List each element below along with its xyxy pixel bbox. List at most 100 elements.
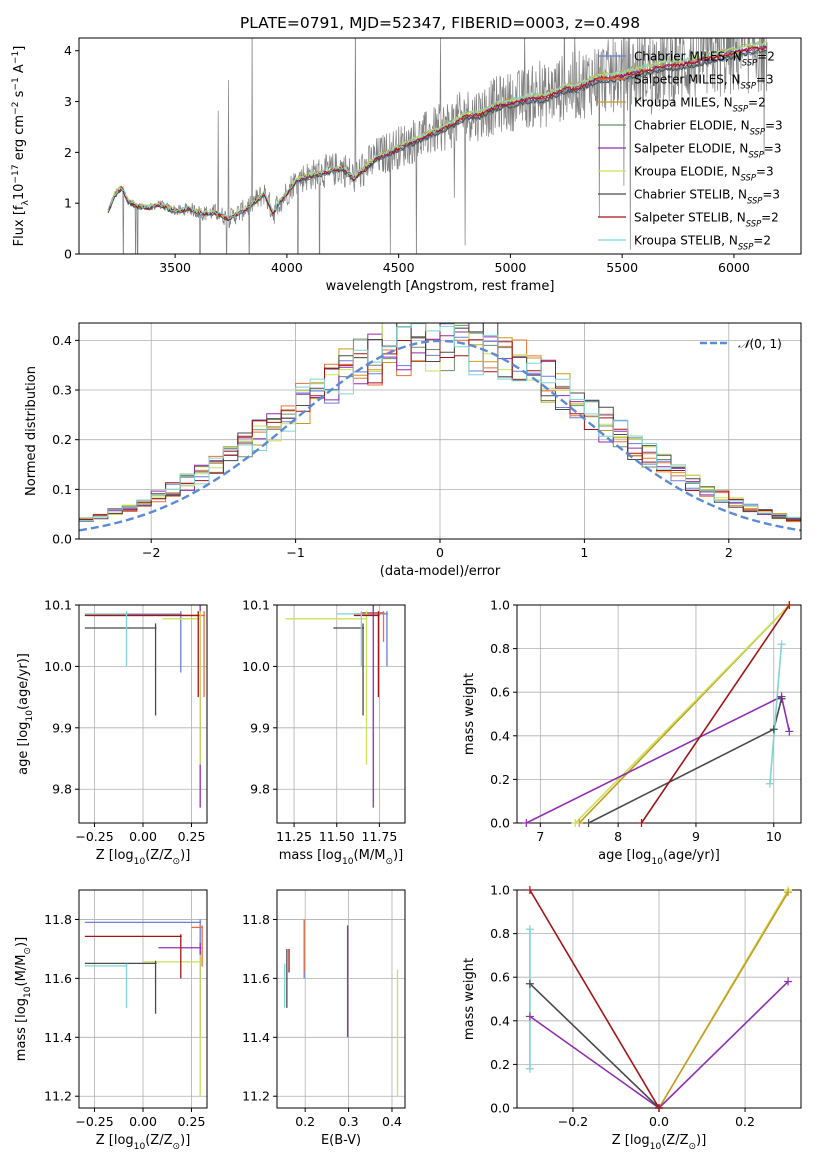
weight-line-2: [525, 695, 791, 823]
legend-entry: Salpeter STELIB, NSSP=2: [634, 211, 779, 229]
x-tick-label: −0.25: [75, 829, 113, 844]
axes-frame: [516, 604, 802, 824]
y-axis-label-part: erg cm: [12, 115, 27, 164]
x-tick-label: 0.4: [382, 1114, 402, 1129]
legend-ssp-sub: SSP: [748, 150, 764, 160]
legend-nssp: =2: [748, 96, 766, 110]
x-tick-label: 1: [580, 545, 588, 560]
y-tick-label: 0.1: [52, 482, 72, 497]
figure-title: PLATE=0791, MJD=52347, FIBERID=0003, z=0…: [240, 14, 640, 32]
x-tick-label: −0.2: [558, 1114, 588, 1129]
legend-nssp: =2: [761, 211, 779, 225]
y-tick-label: 2: [64, 145, 72, 160]
x-axis-label: age [log10(age/yr)]: [598, 848, 720, 867]
legend-ssp-sub: SSP: [746, 219, 762, 229]
legend-ssp-sub: SSP: [747, 196, 763, 206]
legend-model-name: Chabrier ELODIE, N: [634, 119, 750, 133]
legend-nssp: =3: [764, 142, 782, 156]
legend-entry: Kroupa ELODIE, NSSP=3: [634, 165, 774, 183]
y-tick-label: 4: [64, 43, 72, 58]
weight-line-2: [658, 981, 789, 1108]
legend-symbol: 𝒩: [738, 337, 753, 351]
y-axis-label-part: A: [12, 64, 27, 77]
y-axis-label: Flux [fλ10−17 erg cm−2 s−1 A−1]: [11, 46, 31, 247]
x-tick-label: −0.25: [75, 1114, 113, 1129]
legend-nssp: =2: [753, 234, 771, 248]
axes-frame: [276, 889, 406, 1109]
x-axis-label-part: 10: [651, 857, 663, 867]
y-axis-label-part: ]: [12, 46, 27, 51]
y-tick-label: 0.8: [490, 926, 510, 941]
weight-line-1: [574, 605, 790, 823]
legend-ssp-sub: SSP: [750, 127, 766, 137]
weight-marker-5: [777, 640, 786, 649]
y-tick-label: 10.1: [242, 598, 270, 613]
x-tick-label: 3500: [159, 260, 191, 275]
legend-label: (0, 1): [750, 337, 782, 351]
panel-age-vs-Z: −0.25 0.00 0.259.89.910.010.1Z [log10(Z/Z⊙…: [16, 598, 208, 867]
x-axis-label-part: ⊙: [173, 1142, 181, 1152]
x-axis-label-part: )]: [180, 1133, 190, 1148]
panel-massweight-vs-Z: −0.2 0.0 0.2 0.0 0.2 0.4 0.6 0.8 1.0 Z [log10(Z/Z…: [462, 883, 802, 1152]
y-tick-label: 1: [64, 196, 72, 211]
plot-area-massweight-vs-Z: [529, 890, 789, 1108]
y-tick-label: 0.2: [52, 432, 72, 447]
y-tick-label: 9.8: [52, 782, 72, 797]
x-axis-label-part: ⊙: [173, 857, 181, 867]
y-tick-label: 0.8: [490, 641, 510, 656]
y-tick-label: 10.1: [44, 598, 72, 613]
x-axis-label-part: )]: [696, 1133, 706, 1148]
legend-model-name: Kroupa ELODIE, N: [634, 165, 741, 179]
y-tick-label: 1.0: [490, 883, 510, 898]
weight-line-3: [588, 698, 783, 823]
weight-marker-2: [784, 977, 793, 986]
x-tick-label: 11.50: [319, 829, 355, 844]
y-axis-label-part: (age/yr)]: [16, 653, 31, 710]
x-axis-label-part: ⊙: [689, 1142, 697, 1152]
x-tick-label: 0: [436, 545, 444, 560]
x-axis-label-part: Z [log: [96, 848, 134, 863]
y-tick-label: 0.6: [490, 685, 510, 700]
weight-marker-4: [785, 601, 794, 609]
y-tick-label: 0.0: [52, 532, 72, 547]
gaussian-curve: [79, 339, 801, 532]
x-axis-label-part: (Z/Z: [145, 1133, 172, 1148]
x-axis-label-part: (M/M: [354, 848, 386, 863]
y-axis-label-part: −2: [11, 102, 21, 115]
x-tick-label: −2: [142, 545, 160, 560]
x-tick-label: 9: [692, 829, 700, 844]
weight-marker-6: [525, 1064, 534, 1073]
y-axis-label: mass [log10(M/M⊙)]: [14, 937, 33, 1061]
legend-nssp: =3: [756, 165, 774, 179]
x-axis-label: mass [log10(M/M⊙)]: [279, 848, 403, 867]
y-axis-label-part: Flux [f: [12, 205, 27, 246]
y-axis-label-part: λ: [21, 200, 31, 206]
x-tick-label: 0.0: [649, 1114, 669, 1129]
y-tick-label: 11.4: [44, 1030, 72, 1045]
weight-line-1: [658, 891, 789, 1108]
x-axis-label-part: (age/yr)]: [663, 848, 720, 863]
x-axis-label-part: ⊙: [385, 857, 393, 867]
x-tick-label: 0.3: [339, 1114, 359, 1129]
legend-model-name: Salpeter STELIB, N: [634, 211, 746, 225]
x-axis-label: (data-model)/error: [380, 564, 501, 579]
y-tick-label: 0.3: [52, 383, 72, 398]
legend-ssp-sub: SSP: [741, 173, 757, 183]
legend-ssp-sub: SSP: [733, 104, 749, 114]
legend-model-name: Salpeter MILES, N: [634, 73, 741, 87]
x-axis-label-part: 10: [134, 1142, 146, 1152]
plot-area-age-vs-mass: [285, 605, 388, 808]
y-tick-label: 11.6: [44, 971, 72, 986]
y-axis-label-part: s: [12, 90, 27, 101]
legend-nssp: =3: [765, 119, 783, 133]
weight-line-4: [529, 983, 660, 1108]
legend-ssp-sub: SSP: [738, 242, 754, 252]
weight-marker-3: [584, 819, 593, 827]
x-axis-label-part: Z [log: [612, 1133, 650, 1148]
plot-area-mass-vs-Z: [84, 919, 204, 1097]
legend-model-name: Salpeter ELODIE, N: [634, 142, 748, 156]
legend-nssp: =3: [756, 73, 774, 87]
weight-marker-2: [785, 727, 794, 736]
weight-line-4: [640, 605, 790, 823]
